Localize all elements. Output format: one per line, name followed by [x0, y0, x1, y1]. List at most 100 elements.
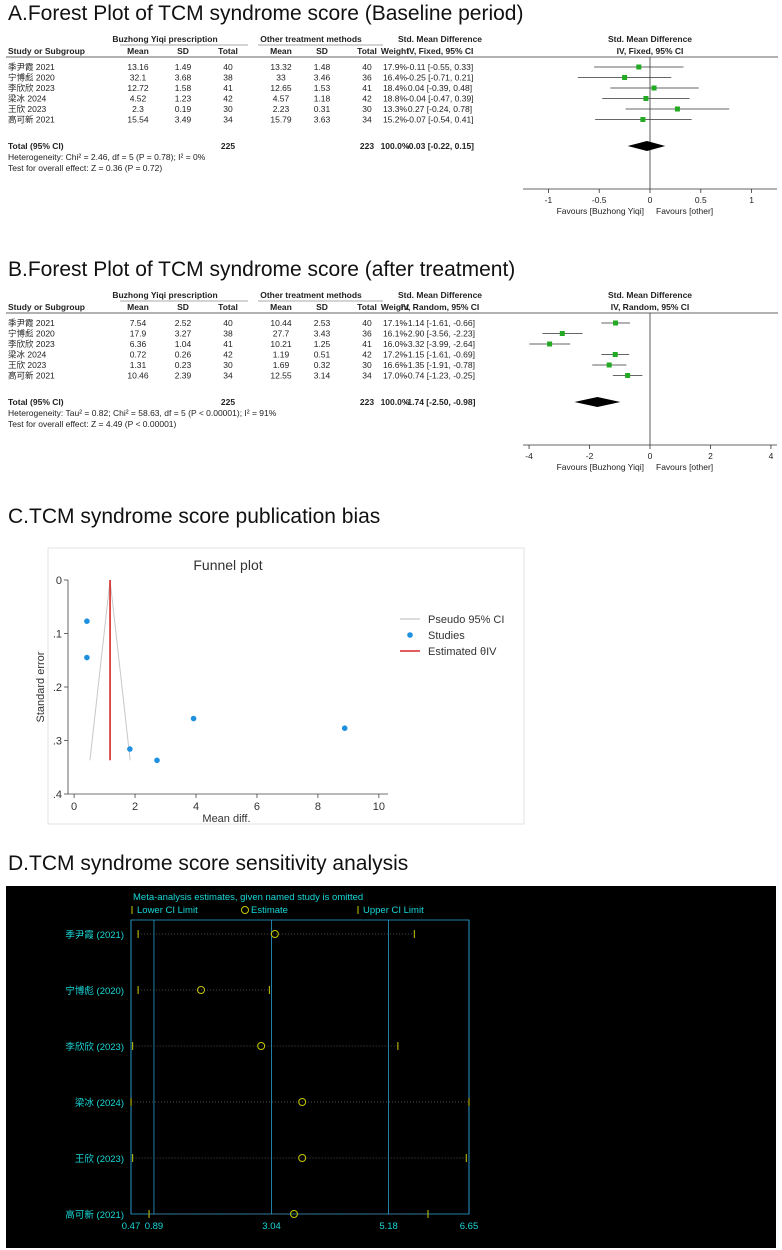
legend-pseudo-ci-label: Pseudo 95% CI	[428, 614, 504, 626]
funnel-y-tick-label: .1	[53, 629, 62, 641]
a-table-cell: 36	[362, 73, 372, 83]
b-heterogeneity: Heterogeneity: Tau² = 0.82; Chi² = 58.63…	[8, 408, 277, 418]
a-table-cell: 1.49	[175, 62, 192, 72]
a-table-cell: 1.58	[175, 83, 192, 93]
a-heterogeneity: Heterogeneity: Chi² = 2.46, df = 5 (P = …	[8, 152, 206, 162]
b-table-cell: 36	[362, 329, 372, 339]
b-table-cell: -3.32 [-3.99, -2.64]	[405, 339, 475, 349]
b-table-cell: 38	[223, 329, 233, 339]
b-overall-effect: Test for overall effect: Z = 4.49 (P < 0…	[8, 419, 177, 429]
b-point-estimate	[606, 362, 612, 368]
legend-studies-swatch	[407, 632, 413, 638]
funnel-x-tick-label: 2	[132, 801, 138, 813]
b-table-cell: 30	[362, 360, 372, 370]
b-table-cell: 1.31	[130, 360, 147, 370]
funnel-study-point	[190, 715, 197, 722]
funnel-x-tick-label: 10	[373, 801, 385, 813]
forest-plot-after-treatment: Buzhong Yiqi prescription Other treatment…	[6, 290, 778, 472]
b-table-cell: 1.25	[314, 339, 331, 349]
a-table-cell: 0.31	[314, 104, 331, 114]
b-x-tick-label: 2	[708, 451, 713, 461]
a-table-cell: -0.04 [-0.47, 0.39]	[406, 94, 473, 104]
b-table-cell: 41	[362, 339, 372, 349]
a-table-cell: 17.9%	[383, 62, 408, 72]
funnel-study-point	[341, 725, 348, 731]
a-table-cell: 3.46	[314, 73, 331, 83]
a-table-cell: 13.3%	[383, 104, 408, 114]
a-table-cell: 30	[362, 104, 372, 114]
b-table-cell: 梁冰 2024	[8, 350, 47, 360]
a-table-cell: 40	[362, 62, 372, 72]
a-point-estimate	[643, 96, 649, 101]
b-table-cell: 17.0%	[383, 371, 408, 381]
a-point-estimate	[622, 75, 628, 80]
a-col-header: Mean	[270, 46, 292, 56]
b-table-cell: 0.72	[130, 350, 147, 360]
b-table-cell: 6.36	[130, 339, 147, 349]
a-total-ci: -0.03 [-0.22, 0.15]	[406, 141, 474, 151]
b-col-header: Total	[218, 302, 238, 312]
sensitivity-estimate-marker	[298, 1098, 307, 1106]
b-table-cell: 宁博彪 2020	[8, 329, 55, 339]
sensitivity-title: Meta-analysis estimates, given named stu…	[133, 892, 363, 903]
a-favours-left: Favours [Buzhong Yiqi]	[557, 206, 644, 216]
a-table-cell: 4.52	[130, 94, 147, 104]
b-table-cell: -1.35 [-1.91, -0.78]	[405, 360, 475, 370]
funnel-plot: Funnel plot 0 .1 .2 .3 .4 0 2 4 6 8 10 Mean diff. Sta…	[35, 547, 525, 825]
a-table-cell: 15.79	[270, 115, 292, 125]
b-table-cell: 3.43	[314, 329, 331, 339]
sensitivity-estimate-marker	[257, 1042, 266, 1050]
a-table-cell: 1.48	[314, 62, 331, 72]
a-total-weight: 100.0%	[381, 141, 410, 151]
legend-estimate-label: Estimated θIV	[428, 646, 497, 658]
a-point-estimate	[636, 64, 642, 70]
legend-lower-label: Lower CI Limit	[137, 905, 198, 916]
sensitivity-x-tick-label: 3.04	[262, 1221, 281, 1232]
a-total-label: Total (95% CI)	[8, 141, 64, 151]
b-total-ci: -1.74 [-2.50, -0.98]	[405, 397, 476, 407]
sensitivity-study-label: 王欣 (2023)	[75, 1153, 124, 1165]
b-x-tick-label: 4	[769, 451, 774, 461]
a-table-cell: 梁冰 2024	[8, 94, 47, 104]
b-col-header: Weight	[381, 302, 409, 312]
b-table-cell: 李欣欣 2023	[8, 339, 55, 349]
a-col-header: Mean	[127, 46, 149, 56]
a-table-cell: 4.57	[273, 94, 290, 104]
b-table-cell: 34	[223, 371, 233, 381]
b-table-cell: 1.19	[273, 350, 290, 360]
b-table-cell: 42	[223, 350, 233, 360]
funnel-title: Funnel plot	[193, 557, 262, 573]
sensitivity-analysis-plot: Meta-analysis estimates, given named stu…	[6, 886, 776, 1248]
a-table-cell: 高可新 2021	[8, 115, 55, 125]
a-table-cell: 13.32	[270, 62, 292, 72]
a-table-cell: 41	[362, 83, 372, 93]
a-x-tick-label: -1	[545, 195, 553, 205]
a-table-cell: -0.25 [-0.71, 0.21]	[406, 73, 473, 83]
a-table-cell: 42	[362, 94, 372, 104]
b-col-header: IV, Random, 95% CI	[611, 302, 690, 312]
a-col-header: SD	[316, 46, 328, 56]
funnel-study-point	[154, 757, 160, 764]
a-total-diamond	[627, 141, 666, 151]
a-table-cell: 0.27 [-0.24, 0.78]	[408, 104, 472, 114]
a-group-header-1: Buzhong Yiqi prescription	[112, 34, 217, 44]
a-point-estimate	[674, 106, 680, 112]
a-table-cell: 13.16	[127, 62, 149, 72]
a-table-cell: 3.49	[175, 115, 192, 125]
funnel-y-label: Standard error	[35, 651, 47, 722]
b-col-header: Mean	[127, 302, 149, 312]
a-overall-effect: Test for overall effect: Z = 0.36 (P = 0…	[8, 163, 162, 173]
funnel-x-label: Mean diff.	[202, 813, 250, 825]
funnel-y-tick-label: 0	[56, 575, 62, 587]
sensitivity-x-tick-label: 6.65	[460, 1221, 479, 1232]
b-table-cell: 34	[362, 371, 372, 381]
b-point-estimate	[612, 352, 618, 357]
b-group-header-2: Other treatment methods	[260, 290, 362, 300]
sensitivity-study-label: 梁冰 (2024)	[75, 1097, 124, 1109]
b-total-n2: 223	[360, 397, 374, 407]
legend-estimate-swatch	[241, 906, 249, 914]
sensitivity-study-label: 李欣欣 (2023)	[65, 1041, 124, 1053]
b-table-cell: 高可新 2021	[8, 371, 55, 381]
funnel-study-point	[84, 654, 90, 661]
a-table-cell: 42	[223, 94, 233, 104]
